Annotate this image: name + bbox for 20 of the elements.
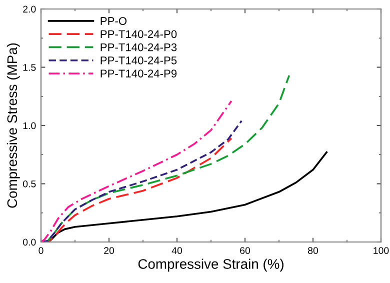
y-tick-label: 1.0 xyxy=(23,122,36,130)
x-tick-label: 40 xyxy=(172,247,182,254)
legend-label: PP-T140-24-P0 xyxy=(100,30,177,38)
legend-label: PP-T140-24-P9 xyxy=(100,70,177,78)
legend-label: PP-T140-24-P3 xyxy=(100,43,177,52)
line-series xyxy=(41,120,243,242)
y-tick-label: 0.5 xyxy=(23,180,36,188)
y-axis-title: Compressive Stress (MPa) xyxy=(6,43,20,208)
y-tick-label: 1.5 xyxy=(23,64,36,71)
legend-label: PP-O xyxy=(100,17,127,25)
x-tick-label: 20 xyxy=(104,247,114,254)
x-tick-label: 100 xyxy=(374,247,389,254)
x-tick-label: 60 xyxy=(240,247,250,254)
y-tick-label: 0.0 xyxy=(23,238,36,246)
x-axis-title: Compressive Strain (%) xyxy=(138,258,284,272)
line-series xyxy=(41,100,232,242)
x-tick-label: 80 xyxy=(308,247,318,254)
y-tick-label: 2.0 xyxy=(23,6,36,13)
x-tick-label: 0 xyxy=(38,247,44,254)
legend-label: PP-T140-24-P5 xyxy=(100,56,177,64)
